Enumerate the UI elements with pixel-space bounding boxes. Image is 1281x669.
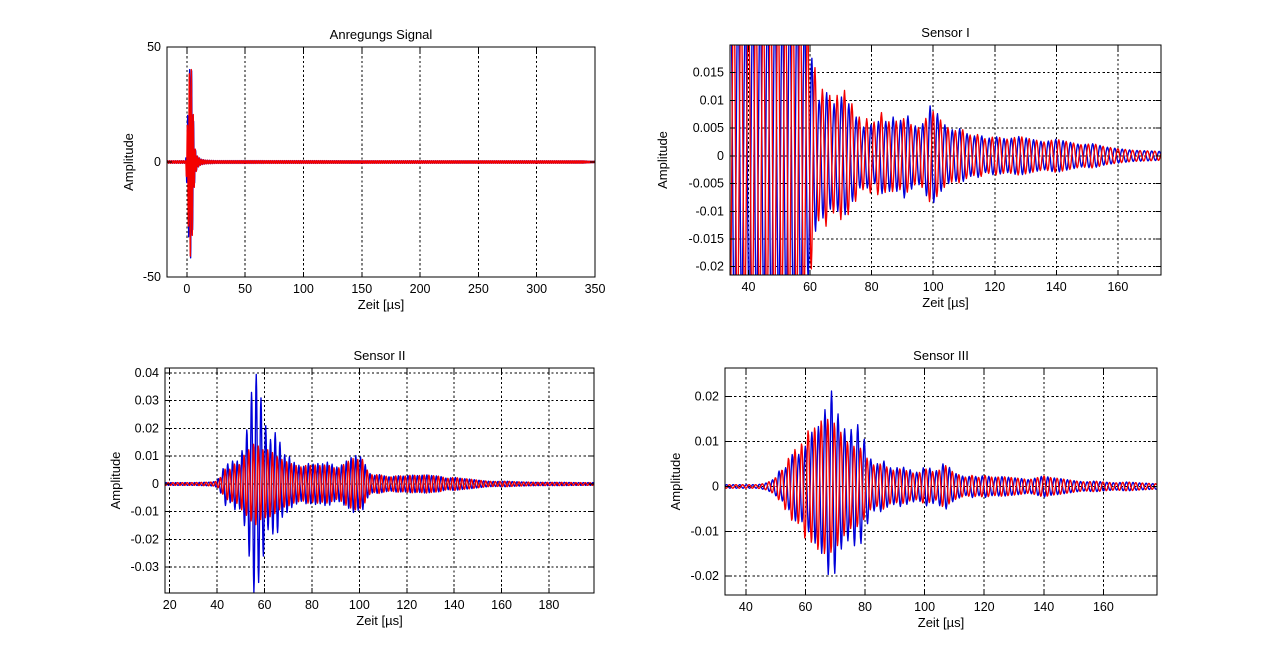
series-line-signal-blue (730, 45, 1161, 275)
y-tick-label: 0 (712, 479, 719, 493)
plot-title: Anregungs Signal (330, 27, 433, 42)
x-axis-label: Zeit [µs] (918, 615, 965, 630)
y-tick-label: 50 (147, 40, 161, 54)
x-tick-label: 140 (444, 598, 465, 612)
x-tick-label: 160 (491, 598, 512, 612)
axis-box (164, 367, 595, 594)
y-axis-label: Amplitude (655, 131, 670, 189)
x-tick-label: 200 (410, 282, 431, 296)
x-tick-label: 140 (1033, 600, 1054, 614)
x-tick-label: 80 (858, 600, 872, 614)
x-tick-label: 120 (984, 280, 1005, 294)
y-tick-label: 0 (717, 149, 724, 163)
y-tick-label: -0.01 (131, 505, 160, 519)
x-tick-label: 140 (1046, 280, 1067, 294)
y-tick-label: 0.03 (135, 394, 159, 408)
x-axis-label: Zeit [µs] (922, 295, 969, 310)
y-tick-label: -0.02 (131, 532, 160, 546)
y-tick-label: 0.02 (695, 390, 719, 404)
y-tick-label: 0 (154, 155, 161, 169)
x-tick-label: 40 (210, 598, 224, 612)
plot-title: Sensor I (921, 25, 969, 40)
y-tick-label: -0.01 (696, 204, 725, 218)
y-tick-label: 0.005 (693, 121, 724, 135)
series-line-signal-red (730, 45, 1161, 275)
y-tick-label: -50 (143, 270, 161, 284)
y-tick-label: 0 (152, 477, 159, 491)
y-tick-label: -0.02 (696, 260, 725, 274)
x-tick-label: 350 (585, 282, 606, 296)
y-tick-label: 0.01 (695, 435, 719, 449)
x-tick-label: 100 (923, 280, 944, 294)
x-tick-label: 50 (238, 282, 252, 296)
x-tick-label: 160 (1107, 280, 1128, 294)
y-tick-label: -0.02 (691, 569, 720, 583)
y-tick-label: 0.01 (700, 93, 724, 107)
x-tick-label: 120 (396, 598, 417, 612)
x-axis-label: Zeit [µs] (358, 297, 405, 312)
axis-box (724, 367, 1158, 596)
x-tick-label: 150 (351, 282, 372, 296)
y-tick-label: -0.015 (689, 232, 724, 246)
y-tick-label: -0.03 (131, 560, 160, 574)
y-axis-label: Amplitude (121, 133, 136, 191)
x-tick-label: 40 (742, 280, 756, 294)
series-line-signal-red (725, 418, 1157, 555)
x-tick-label: 20 (163, 598, 177, 612)
x-tick-label: 100 (914, 600, 935, 614)
plot-title: Sensor III (913, 348, 969, 363)
x-axis-label: Zeit [µs] (356, 613, 403, 628)
x-tick-label: 40 (739, 600, 753, 614)
y-axis-label: Amplitude (668, 453, 683, 511)
x-tick-label: 300 (526, 282, 547, 296)
x-tick-label: 160 (1093, 600, 1114, 614)
x-tick-label: 120 (974, 600, 995, 614)
x-tick-label: 250 (468, 282, 489, 296)
x-tick-label: 100 (349, 598, 370, 612)
x-tick-label: 80 (305, 598, 319, 612)
x-tick-label: 180 (539, 598, 560, 612)
axis-box (729, 44, 1162, 276)
series-line-signal-red (165, 443, 594, 526)
x-tick-label: 60 (258, 598, 272, 612)
y-tick-label: 0.04 (135, 366, 159, 380)
x-tick-label: 60 (803, 280, 817, 294)
y-tick-label: 0.015 (693, 66, 724, 80)
x-tick-label: 80 (865, 280, 879, 294)
x-tick-label: 0 (183, 282, 190, 296)
y-tick-label: 0.01 (135, 449, 159, 463)
y-tick-label: -0.01 (691, 524, 720, 538)
y-axis-label: Amplitude (108, 452, 123, 510)
y-tick-label: 0.02 (135, 421, 159, 435)
series-line-signal-red (167, 68, 595, 257)
plot-title: Sensor II (353, 348, 405, 363)
x-tick-label: 100 (293, 282, 314, 296)
y-tick-label: -0.005 (689, 177, 724, 191)
x-tick-label: 60 (798, 600, 812, 614)
